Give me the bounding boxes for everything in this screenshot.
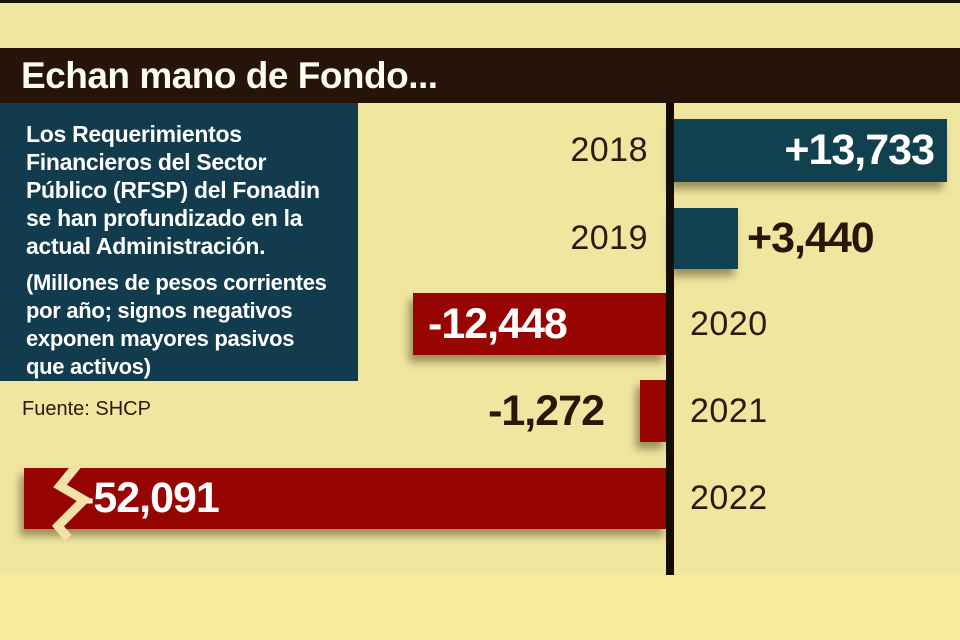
info-text-line: Los Requerimientos bbox=[26, 121, 242, 147]
year-label-2018: 2018 bbox=[570, 131, 648, 169]
value-label-2021: -1,272 bbox=[488, 387, 605, 435]
source-label: Fuente: SHCP bbox=[22, 398, 151, 420]
year-label-2019: 2019 bbox=[570, 219, 648, 257]
info-text-line: Financieros del Sector bbox=[26, 149, 267, 175]
zero-axis-line bbox=[666, 103, 674, 575]
top-border-line bbox=[0, 0, 960, 3]
units-note-line: exponen mayores pasivos bbox=[26, 326, 295, 351]
value-label-2022: -52,091 bbox=[80, 474, 220, 522]
units-note-line: que activos) bbox=[26, 354, 151, 379]
year-label-2020: 2020 bbox=[690, 305, 768, 343]
axis-break-icon bbox=[51, 461, 92, 541]
year-label-2022: 2022 bbox=[690, 479, 768, 517]
bar-2022: -52,091 bbox=[24, 461, 667, 541]
value-label-2018: +13,733 bbox=[784, 126, 935, 174]
info-text-line: Público (RFSP) del Fonadin bbox=[26, 177, 320, 203]
bar-2019 bbox=[674, 208, 738, 269]
bar-2020: -12,448 bbox=[413, 293, 667, 355]
value-label-2020: -12,448 bbox=[428, 299, 568, 348]
value-label-2019: +3,440 bbox=[747, 214, 875, 262]
info-text-line: actual Administración. bbox=[26, 233, 266, 259]
year-label-2021: 2021 bbox=[690, 392, 768, 430]
units-note-line: (Millones de pesos corrientes bbox=[26, 270, 327, 295]
units-note: (Millones de pesos corrientes por año; s… bbox=[26, 269, 344, 381]
bar-2021 bbox=[640, 380, 667, 442]
info-text-line: se han profundizado en la bbox=[26, 205, 303, 231]
page-title: Echan mano de Fondo... bbox=[21, 54, 438, 96]
bottom-strip bbox=[0, 575, 960, 640]
header-bar: Echan mano de Fondo... bbox=[0, 48, 960, 103]
units-note-line: por año; signos negativos bbox=[26, 298, 293, 323]
bar-2018: +13,733 bbox=[674, 119, 947, 182]
info-text: Los Requerimientos Financieros del Secto… bbox=[26, 120, 344, 260]
info-panel: Los Requerimientos Financieros del Secto… bbox=[0, 103, 358, 381]
